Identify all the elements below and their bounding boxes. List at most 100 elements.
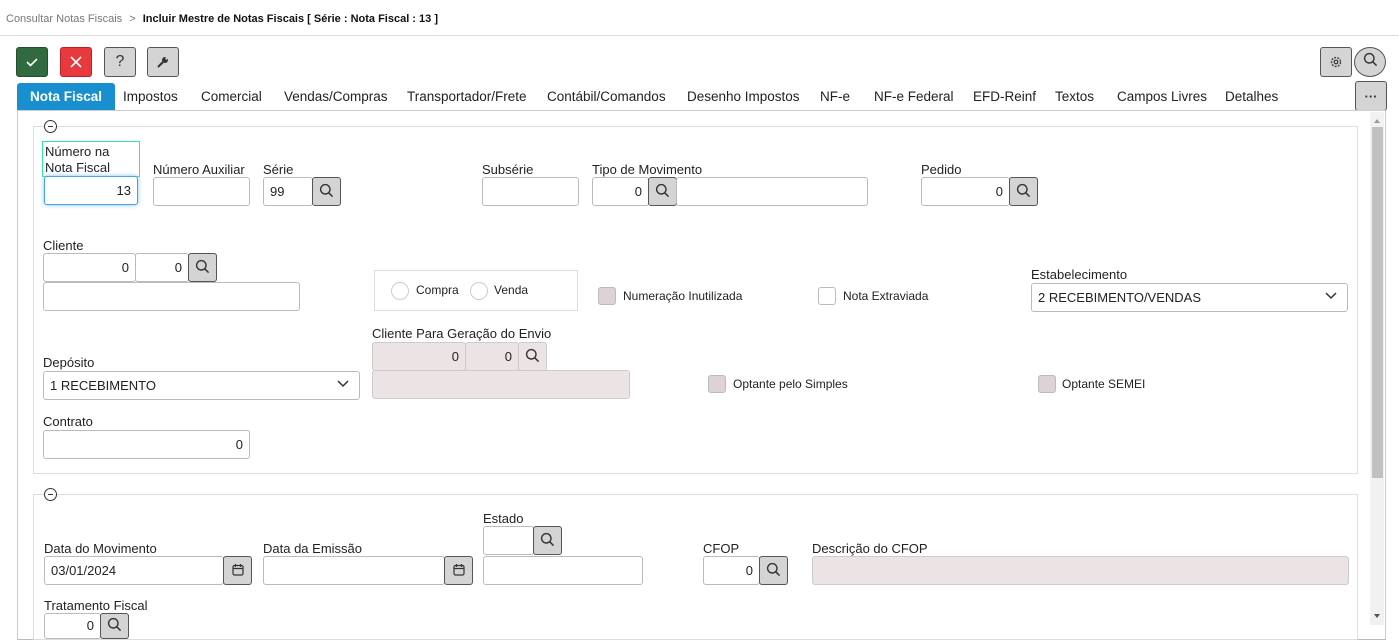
tab-contabil-comandos[interactable]: Contábil/Comandos [547, 89, 666, 104]
numero-nf-label-box: Número na Nota Fiscal [42, 141, 140, 177]
data-emissao-label: Data da Emissão [263, 541, 362, 556]
tipo-movimento-code-input[interactable]: 0 [592, 177, 649, 206]
tab-vendas-compras[interactable]: Vendas/Compras [284, 89, 388, 104]
data-emissao-input[interactable] [263, 556, 445, 585]
calendar-icon [452, 563, 465, 579]
tab-comercial[interactable]: Comercial [201, 89, 262, 104]
pedido-label: Pedido [921, 162, 962, 177]
data-movimento-label: Data do Movimento [44, 541, 157, 556]
numero-nf-input[interactable]: 13 [44, 176, 138, 205]
nota-extraviada-label: Nota Extraviada [843, 289, 929, 303]
confirm-button[interactable] [16, 47, 48, 77]
scroll-up-icon[interactable] [1374, 116, 1380, 123]
cliente-name-input[interactable] [43, 282, 300, 311]
breadcrumb-separator: > [129, 13, 136, 25]
tab-detalhes[interactable]: Detalhes [1225, 89, 1279, 104]
search-icon [107, 617, 122, 635]
compra-radio[interactable] [391, 282, 409, 300]
tab-textos[interactable]: Textos [1055, 89, 1095, 104]
search-icon [1363, 52, 1378, 72]
cliente-envio-code1-input: 0 [372, 342, 466, 371]
numero-auxiliar-input[interactable] [153, 177, 250, 206]
cliente-code2-input[interactable]: 0 [135, 253, 189, 282]
help-button[interactable]: ? [104, 47, 136, 77]
optante-simples-checkbox[interactable] [708, 375, 726, 393]
breadcrumb: Consultar Notas Fiscais > Incluir Mestre… [6, 13, 438, 25]
cfop-search-button[interactable] [759, 556, 788, 585]
optante-simples-label: Optante pelo Simples [733, 377, 848, 391]
settings-button[interactable] [1320, 47, 1352, 77]
cfop-input[interactable]: 0 [703, 556, 760, 585]
divider [0, 35, 1399, 36]
deposito-select[interactable]: 1 RECEBIMENTO [43, 371, 360, 400]
scrollbar[interactable] [1370, 112, 1384, 625]
tipo-movimento-desc-input[interactable] [676, 177, 868, 206]
wrench-icon [157, 57, 168, 68]
cliente-envio-label: Cliente Para Geração do Envio [372, 326, 552, 341]
scroll-down-icon[interactable] [1374, 614, 1380, 621]
serie-search-button[interactable] [312, 177, 341, 206]
numeracao-inutilizada-checkbox[interactable] [598, 287, 616, 305]
tab-efd-reinf[interactable]: EFD-Reinf [973, 89, 1037, 104]
cliente-search-button[interactable] [188, 253, 217, 282]
search-button[interactable] [1354, 47, 1386, 77]
chevron-down-icon [1325, 292, 1337, 300]
data-movimento-input[interactable]: 03/01/2024 [44, 556, 224, 585]
compra-venda-group [374, 270, 578, 311]
numeracao-inutilizada-label: Numeração Inutilizada [623, 289, 743, 303]
tab-nota-fiscal[interactable]: Nota Fiscal [17, 83, 116, 110]
data-movimento-calendar-button[interactable] [223, 556, 252, 585]
estado-name-input[interactable] [483, 556, 643, 585]
more-tabs-button[interactable]: ··· [1355, 81, 1387, 111]
estabelecimento-select[interactable]: 2 RECEBIMENTO/VENDAS [1031, 283, 1348, 312]
search-icon [540, 532, 555, 550]
tab-desenho-impostos[interactable]: Desenho Impostos [687, 89, 800, 104]
search-icon [195, 259, 210, 277]
tools-button[interactable] [147, 47, 179, 77]
deposito-value: 1 RECEBIMENTO [50, 378, 156, 393]
numero-auxiliar-label: Número Auxiliar [153, 162, 245, 177]
breadcrumb-parent-link[interactable]: Consultar Notas Fiscais [6, 13, 123, 25]
contrato-label: Contrato [43, 414, 93, 429]
serie-label: Série [263, 162, 294, 177]
numero-nf-label: Número na Nota Fiscal [45, 144, 111, 175]
serie-input[interactable]: 99 [263, 177, 313, 206]
cancel-button[interactable] [60, 47, 92, 77]
optante-semei-checkbox[interactable] [1038, 375, 1056, 393]
contrato-input[interactable]: 0 [43, 430, 250, 459]
tratamento-fiscal-search-button[interactable] [100, 613, 129, 639]
cliente-code1-input[interactable]: 0 [43, 253, 136, 282]
breadcrumb-current: Incluir Mestre de Notas Fiscais [ Série … [142, 13, 438, 25]
chevron-down-icon [337, 380, 349, 388]
tab-campos-livres[interactable]: Campos Livres [1117, 89, 1208, 104]
deposito-label: Depósito [43, 355, 95, 370]
collapse-icon[interactable] [44, 488, 57, 501]
venda-radio[interactable] [470, 282, 488, 300]
subserie-input[interactable] [482, 177, 579, 206]
pedido-search-button[interactable] [1009, 177, 1038, 206]
compra-label: Compra [416, 283, 459, 297]
tratamento-fiscal-input[interactable]: 0 [44, 613, 101, 639]
tab-nfe[interactable]: NF-e [820, 89, 850, 104]
check-icon [26, 58, 38, 67]
cliente-envio-name-input [372, 370, 630, 399]
cfop-label: CFOP [703, 541, 740, 556]
search-icon [319, 183, 334, 201]
search-icon [1016, 183, 1031, 201]
tipo-movimento-search-button[interactable] [648, 177, 677, 206]
data-emissao-calendar-button[interactable] [444, 556, 473, 585]
estado-code-input[interactable] [483, 526, 534, 555]
estado-search-button[interactable] [533, 526, 562, 555]
search-icon [655, 183, 670, 201]
descricao-cfop-label: Descrição do CFOP [812, 541, 928, 556]
nota-extraviada-checkbox[interactable] [818, 287, 836, 305]
collapse-icon[interactable] [44, 120, 57, 133]
tab-impostos[interactable]: Impostos [123, 89, 178, 104]
scrollbar-thumb[interactable] [1372, 127, 1383, 478]
estado-label: Estado [483, 511, 524, 526]
tab-nfe-federal[interactable]: NF-e Federal [874, 89, 954, 104]
tab-transportador-frete[interactable]: Transportador/Frete [407, 89, 527, 104]
subserie-label: Subsérie [482, 162, 534, 177]
pedido-input[interactable]: 0 [921, 177, 1010, 206]
help-icon: ? [115, 53, 125, 70]
